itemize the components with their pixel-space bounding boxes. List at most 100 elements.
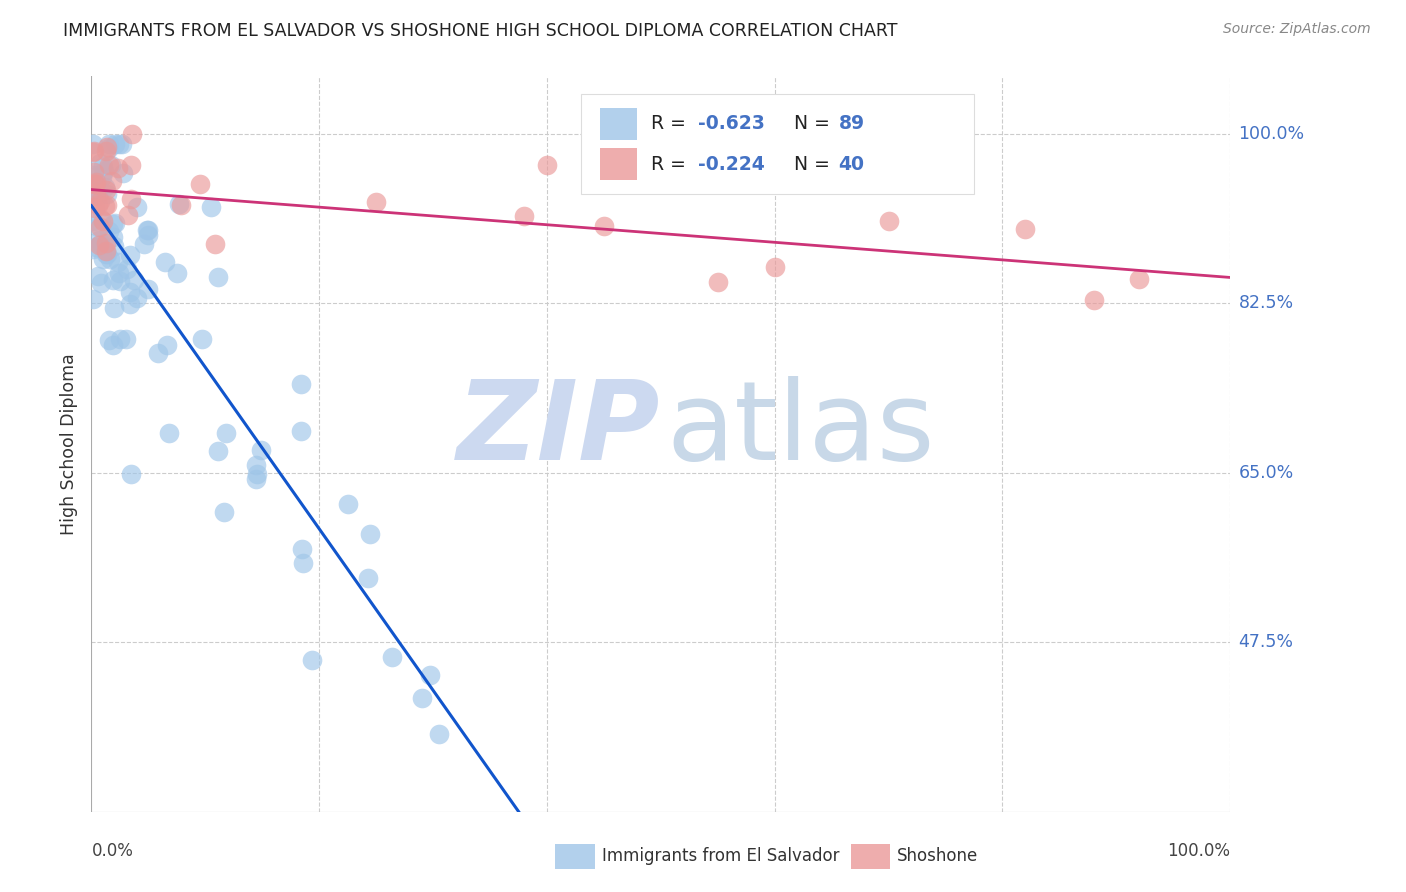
- Point: [115, 261, 138, 276]
- Point: [101, 229, 124, 244]
- Point: [83, 165, 105, 179]
- Text: -0.224: -0.224: [699, 154, 765, 174]
- Point: [111, 165, 134, 179]
- Point: [96, 186, 118, 201]
- Point: [121, 127, 143, 141]
- Point: [86, 189, 108, 203]
- Text: R =: R =: [651, 154, 692, 174]
- Point: [82, 145, 104, 160]
- Y-axis label: High School Diploma: High School Diploma: [59, 353, 77, 534]
- Text: 89: 89: [838, 114, 865, 133]
- Point: [87, 219, 110, 234]
- Point: [1083, 293, 1105, 307]
- Point: [108, 274, 131, 288]
- Point: [87, 198, 110, 212]
- Point: [97, 141, 120, 155]
- Point: [245, 472, 267, 486]
- Point: [83, 180, 105, 194]
- Point: [104, 136, 127, 151]
- Text: N =: N =: [782, 114, 835, 133]
- Point: [87, 268, 110, 283]
- Point: [707, 275, 730, 289]
- Point: [94, 244, 117, 258]
- Point: [419, 668, 441, 682]
- Point: [98, 158, 121, 172]
- Point: [87, 238, 110, 252]
- Point: [98, 333, 121, 347]
- Point: [84, 187, 107, 202]
- Point: [157, 425, 180, 440]
- Point: [120, 158, 142, 172]
- Point: [127, 292, 149, 306]
- Point: [125, 201, 148, 215]
- Point: [138, 228, 160, 243]
- Point: [98, 223, 121, 237]
- Point: [96, 139, 118, 153]
- Point: [89, 236, 111, 251]
- Text: ZIP: ZIP: [457, 376, 661, 483]
- Point: [93, 164, 115, 178]
- Point: [91, 170, 114, 185]
- Point: [1014, 222, 1036, 236]
- Text: N =: N =: [782, 154, 835, 174]
- Text: IMMIGRANTS FROM EL SALVADOR VS SHOSHONE HIGH SCHOOL DIPLOMA CORRELATION CHART: IMMIGRANTS FROM EL SALVADOR VS SHOSHONE …: [63, 22, 898, 40]
- Point: [82, 169, 104, 183]
- Point: [108, 266, 131, 280]
- Point: [364, 194, 387, 209]
- Text: -0.623: -0.623: [699, 114, 765, 133]
- Point: [91, 213, 114, 227]
- Point: [84, 177, 107, 191]
- Point: [1128, 272, 1150, 286]
- Point: [91, 159, 114, 173]
- Point: [83, 177, 105, 191]
- Point: [138, 282, 160, 296]
- Point: [107, 255, 129, 269]
- Point: [103, 238, 125, 252]
- Point: [94, 180, 117, 194]
- Point: [96, 144, 118, 158]
- Point: [357, 571, 380, 585]
- Point: [167, 197, 190, 211]
- Point: [117, 208, 139, 222]
- Point: [118, 297, 141, 311]
- Point: [100, 157, 122, 171]
- Point: [103, 301, 125, 316]
- Point: [82, 136, 104, 151]
- Point: [96, 235, 118, 250]
- Point: [190, 332, 212, 346]
- Text: 100.0%: 100.0%: [1239, 125, 1305, 143]
- Point: [134, 237, 156, 252]
- Point: [292, 556, 315, 570]
- Point: [291, 541, 314, 556]
- Point: [111, 136, 134, 151]
- Point: [82, 242, 104, 256]
- Point: [84, 239, 107, 253]
- Point: [190, 177, 212, 191]
- Point: [108, 332, 131, 346]
- FancyBboxPatch shape: [581, 95, 974, 194]
- Point: [156, 338, 179, 352]
- Point: [98, 252, 121, 267]
- Point: [204, 236, 226, 251]
- Text: Source: ZipAtlas.com: Source: ZipAtlas.com: [1223, 22, 1371, 37]
- Point: [86, 187, 108, 202]
- Text: R =: R =: [651, 114, 692, 133]
- Point: [877, 213, 900, 227]
- Point: [82, 292, 104, 306]
- Point: [107, 161, 129, 175]
- FancyBboxPatch shape: [600, 148, 637, 180]
- Point: [763, 260, 786, 274]
- Point: [212, 505, 235, 519]
- Point: [87, 233, 110, 247]
- Text: 82.5%: 82.5%: [1239, 294, 1294, 312]
- Point: [301, 653, 323, 667]
- Point: [200, 201, 222, 215]
- Point: [108, 136, 131, 151]
- Point: [120, 467, 142, 482]
- Point: [250, 443, 273, 458]
- Point: [90, 277, 112, 291]
- Point: [96, 198, 118, 212]
- Point: [89, 194, 111, 208]
- Point: [96, 247, 118, 261]
- Point: [84, 185, 107, 199]
